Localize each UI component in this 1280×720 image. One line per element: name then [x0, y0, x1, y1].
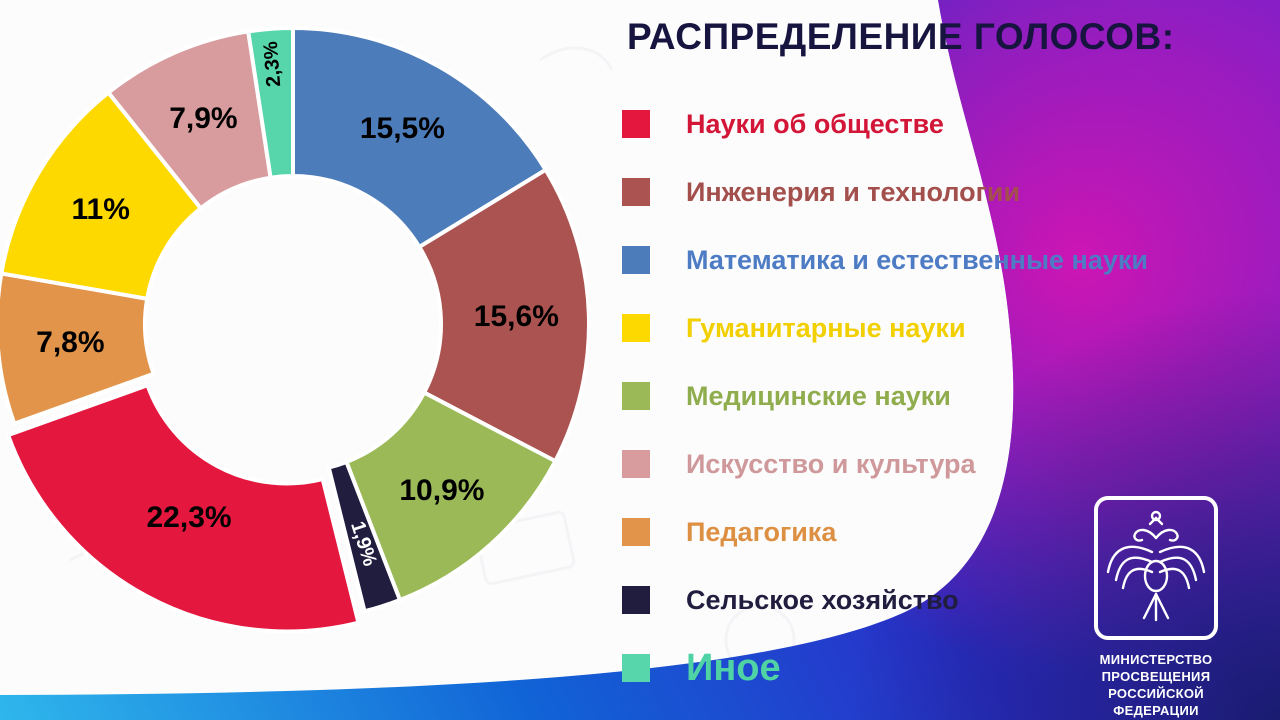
- legend-item-5: Медицинские науки: [622, 380, 1148, 411]
- legend-item-3: Математика и естественные науки: [622, 244, 1149, 275]
- legend-swatch: [622, 382, 650, 410]
- slice-label: 15,5%: [359, 112, 445, 146]
- legend-label: Математика и естественные науки: [686, 244, 1149, 275]
- chart-legend: Науки об обществе Инженерия и технологии М…: [622, 108, 1149, 720]
- pie-slice-4: [326, 460, 402, 614]
- legend-swatch: [622, 518, 650, 546]
- legend-swatch: [622, 654, 650, 682]
- legend-label: Искусство и культура: [686, 448, 976, 479]
- legend-swatch: [622, 586, 650, 614]
- legend-label: Науки об обществе: [686, 108, 944, 139]
- ministry-name-line1: МИНИСТЕРСТВО: [1099, 652, 1213, 667]
- ministry-name: МИНИСТЕРСТВО ПРОСВЕЩЕНИЯ РОССИЙСКОЙ ФЕДЕ…: [1068, 652, 1244, 720]
- ministry-name-line2: ПРОСВЕЩЕНИЯ: [1101, 668, 1211, 684]
- legend-item-6: Искусство и культура: [622, 448, 1148, 479]
- legend-item-4: Гуманитарные науки: [622, 312, 1148, 343]
- legend-item-7: Педагогика: [622, 516, 1148, 547]
- slice-label: 2,3%: [260, 40, 286, 88]
- pie-slice-2: [417, 167, 591, 464]
- pie-slice-5: [6, 383, 361, 634]
- slice-label: 10,9%: [399, 473, 485, 507]
- legend-swatch: [622, 110, 650, 138]
- legend-label: Иное: [686, 646, 781, 689]
- pie-slice-9: [246, 26, 295, 180]
- donut-chart: 15,5% 15,6% 10,9% 1,9% 22,3% 7,8% 11% 7,9% 2,3%: [0, 0, 640, 670]
- legend-swatch: [622, 314, 650, 342]
- page-title: РАСПРЕДЕЛЕНИЕ ГОЛОСОВ:: [627, 16, 1175, 57]
- legend-label: Медицинские науки: [686, 380, 951, 411]
- ministry-logo: МИНИСТЕРСТВО ПРОСВЕЩЕНИЯ РОССИЙСКОЙ ФЕДЕ…: [1068, 494, 1244, 720]
- legend-swatch: [622, 178, 650, 206]
- legend-swatch: [622, 450, 650, 478]
- legend-label: Инженерия и технологии: [686, 176, 1021, 207]
- legend-label: Сельское хозяйство: [686, 584, 959, 615]
- slice-label: 22,3%: [146, 501, 232, 535]
- legend-label: Гуманитарные науки: [686, 312, 966, 343]
- double-headed-eagle-icon: [1094, 496, 1218, 640]
- legend-item-2: Инженерия и технологии: [622, 176, 1148, 207]
- legend-swatch: [622, 246, 650, 274]
- legend-item-9: Иное: [622, 647, 1148, 689]
- legend-item-1: Науки об обществе: [622, 108, 1148, 139]
- slice-label: 7,8%: [36, 326, 105, 360]
- legend-label: Педагогика: [686, 516, 837, 547]
- pie-slice-1: [291, 26, 548, 249]
- slice-label: 7,9%: [169, 102, 238, 136]
- slice-label: 11%: [71, 193, 130, 227]
- ministry-name-line3: РОССИЙСКОЙ ФЕДЕРАЦИИ: [1108, 685, 1204, 718]
- legend-item-8: Сельское хозяйство: [622, 584, 1148, 615]
- slice-label: 15,6%: [473, 299, 559, 333]
